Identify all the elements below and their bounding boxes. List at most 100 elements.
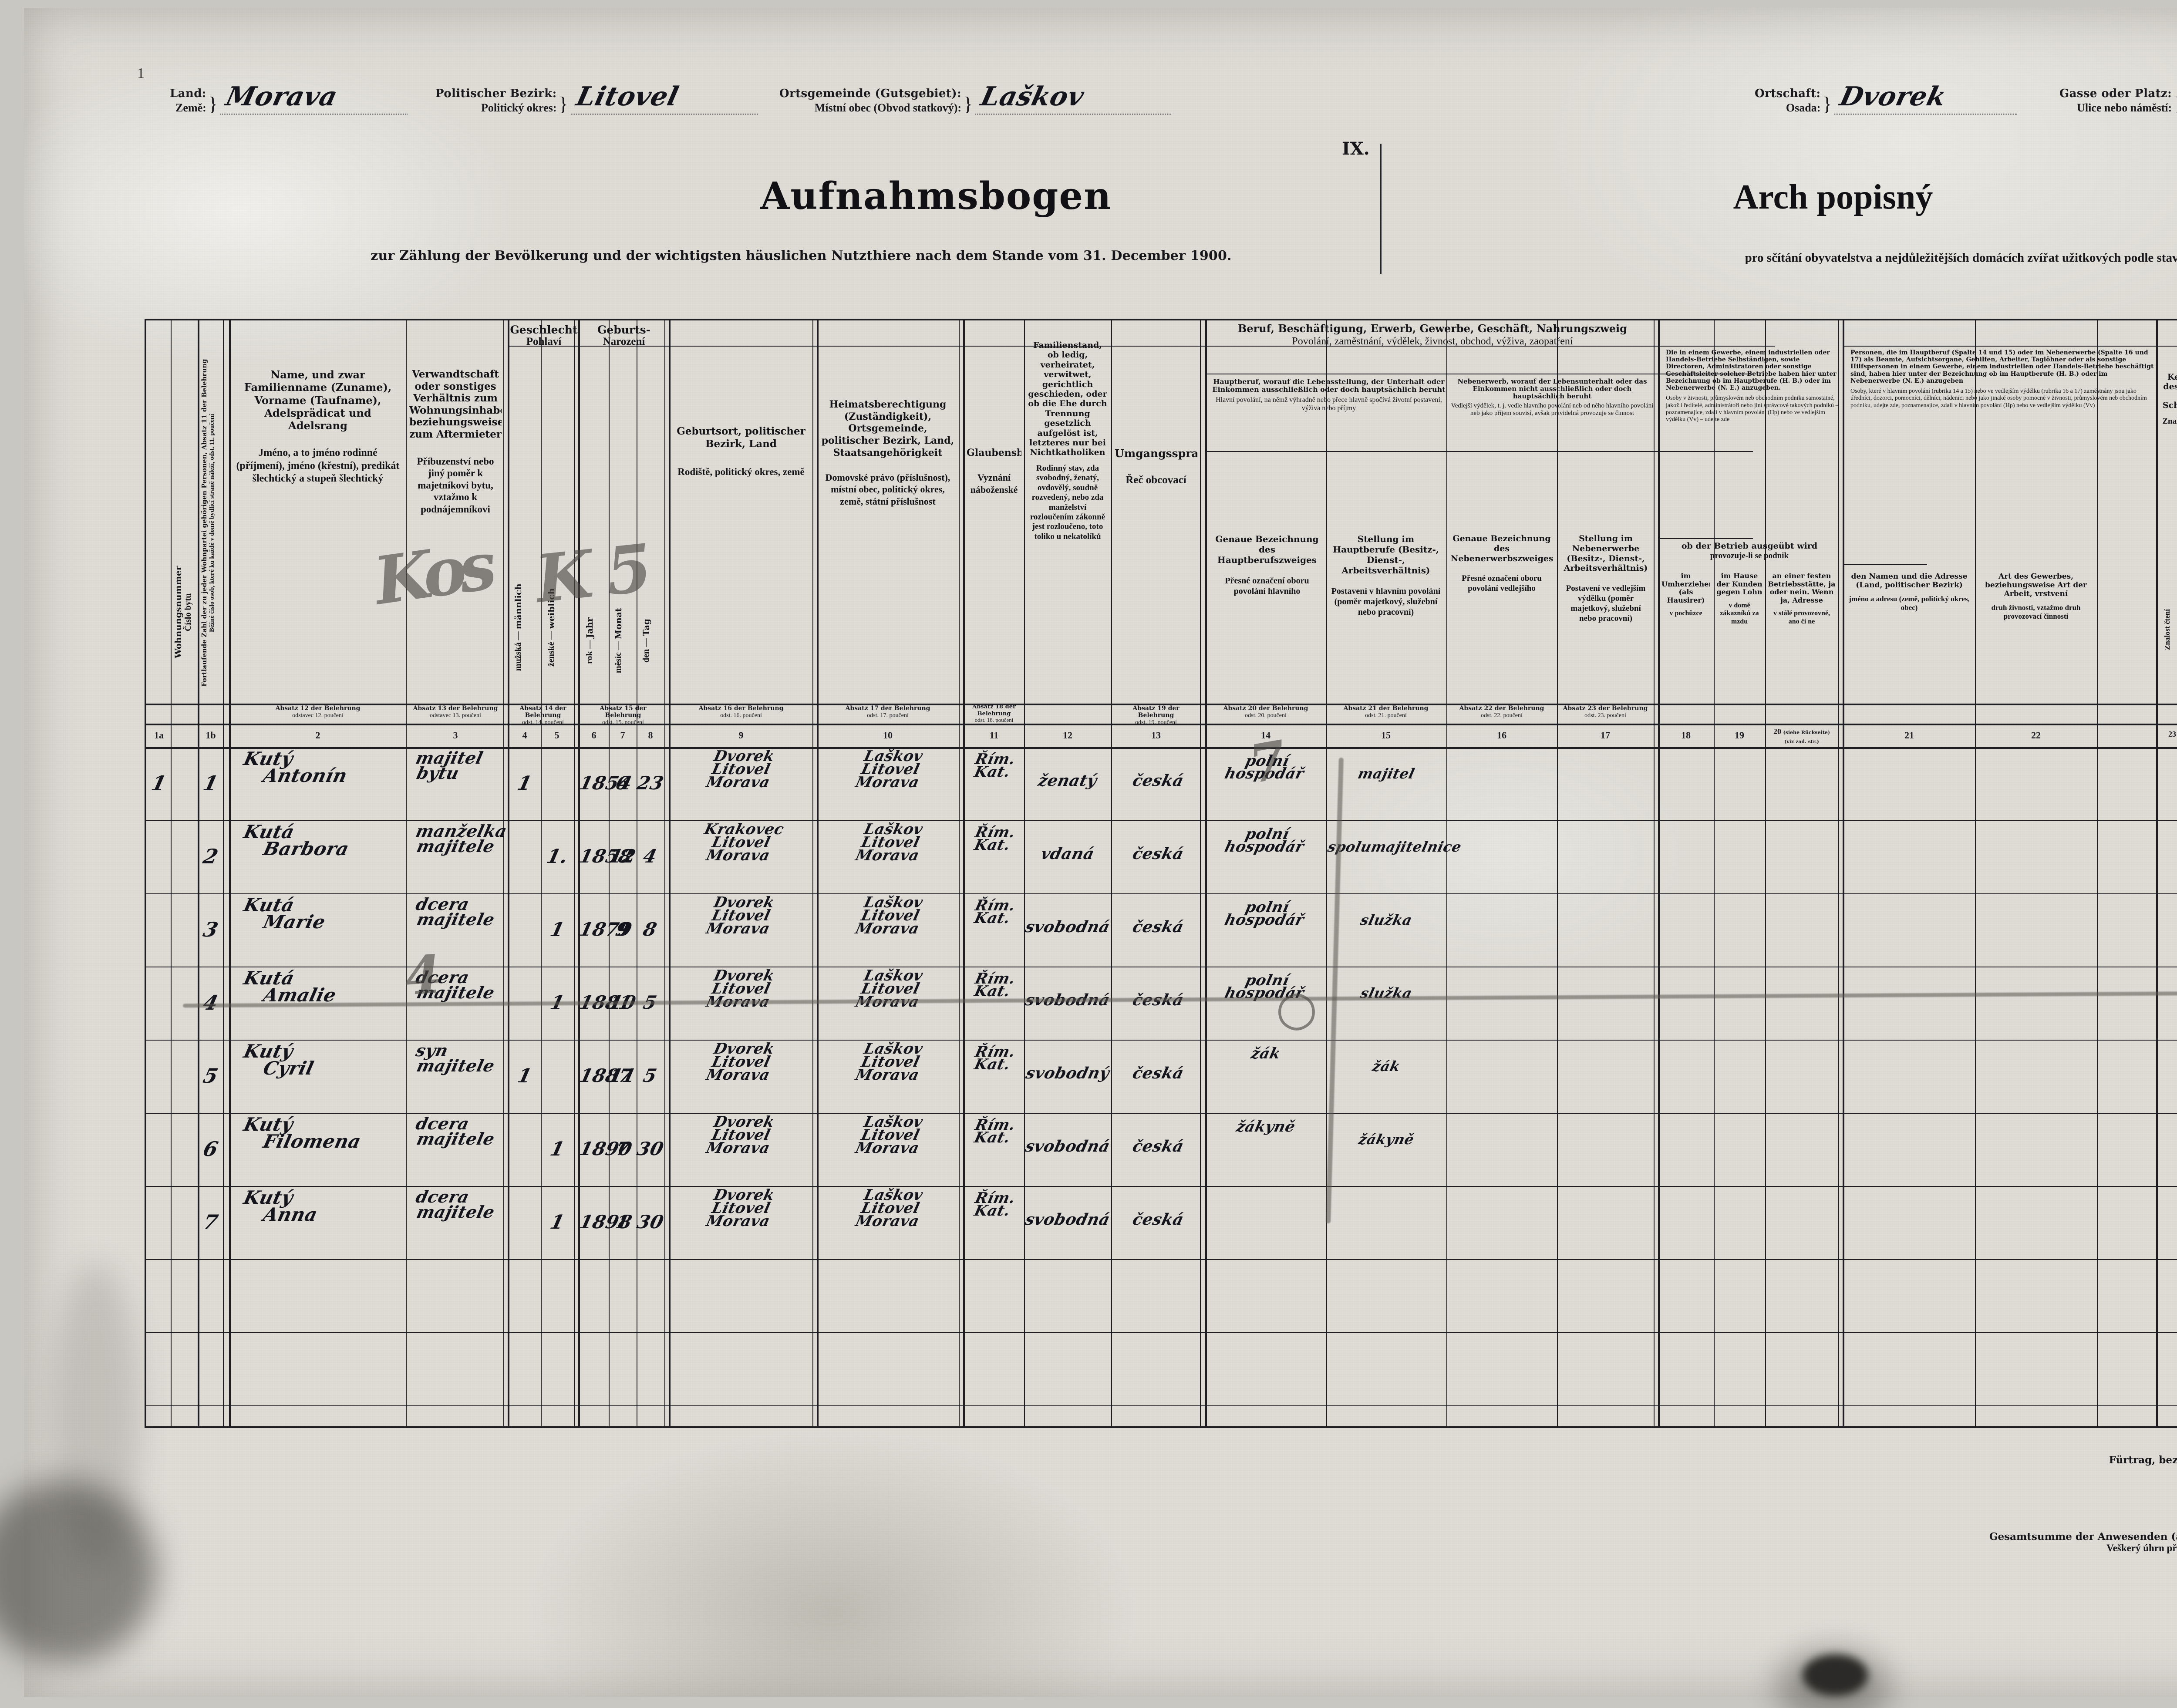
- col-header-10: Heimatsberechtigung (Zuständigkeit), Ort…: [821, 399, 954, 507]
- cell-birth-day: 8: [641, 919, 659, 940]
- cell-laufende-zahl: 6: [201, 1137, 221, 1161]
- cell-female: 1: [548, 1211, 567, 1233]
- colnum-23: 23: [2168, 730, 2176, 738]
- colnum-5: 5: [554, 730, 559, 741]
- group-header-geschlecht: Geschlecht Pohlaví: [510, 324, 578, 347]
- col-header-13: Umgangssprache Řeč obcovací: [1115, 447, 1197, 486]
- cell-birth-day: 23: [635, 772, 666, 794]
- ref-col-2: Absatz 12 der Belehrung odstavec 12. pouč…: [275, 705, 361, 719]
- cell-laufende-zahl: 7: [201, 1210, 221, 1234]
- colnum-9: 9: [738, 730, 744, 741]
- label-land-de: Land:: [170, 87, 206, 100]
- col-header-16: Genaue Bezeichnung des Nebenerwerbszweig…: [1451, 534, 1553, 593]
- cell-language: česká: [1131, 1210, 1186, 1229]
- cell-relation-2: majitele: [415, 983, 497, 1003]
- col-header-4: mužská — männlich: [513, 583, 523, 671]
- summary-total-label: Gesamtsumme der Anwesenden (aus Spalte 2…: [1989, 1531, 2177, 1553]
- col-header-9: Geburtsort, politischer Bezirk, Land Rod…: [677, 425, 805, 477]
- cell-male: 1: [515, 772, 534, 795]
- cell-laufende-zahl: 4: [201, 991, 221, 1014]
- cell-birth-month: 9: [613, 919, 632, 940]
- cell-occupation-1: hospodář: [1223, 838, 1306, 856]
- col-header-15: Stellung im Hauptberufe (Besitz-, Dienst…: [1331, 534, 1441, 617]
- label-ortschaft-de: Ortschaft:: [1755, 87, 1821, 100]
- value-ortschaft: Dvorek: [1837, 81, 1949, 112]
- cell-relation-2: majitele: [415, 1202, 497, 1222]
- label-gasse-de: Gasse oder Platz:: [2059, 87, 2172, 100]
- colnum-17: 17: [1601, 730, 1610, 741]
- header-field-bezirk: Politischer Bezirk: Politický okres: } L…: [435, 81, 758, 115]
- col-header-23: Znalost čtení: [2163, 609, 2171, 650]
- cell-position: služka: [1358, 912, 1414, 928]
- paper-smudge: [52, 1263, 139, 1567]
- cell-marital: vdaná: [1039, 845, 1096, 863]
- cell-birthplace-2: Morava: [704, 774, 772, 792]
- cell-language: česká: [1131, 1137, 1186, 1156]
- group-header-gewerbe: Die in einem Gewerbe, einem industrielle…: [1666, 349, 1839, 423]
- cell-position: žák: [1371, 1058, 1402, 1075]
- subtitle-german: zur Zählung der Bevölkerung und der wich…: [371, 248, 1232, 263]
- cell-birth-day: 30: [635, 1211, 666, 1233]
- census-table: Geschlecht Pohlaví Geburts- Narození Ber…: [145, 319, 2177, 1428]
- title-divider: [1380, 144, 1382, 274]
- cell-language: česká: [1131, 918, 1186, 936]
- cell-relation-2: bytu: [415, 763, 461, 783]
- colnum-10: 10: [883, 730, 893, 741]
- cell-occupation-1: hospodář: [1223, 765, 1306, 783]
- ref-col-6: Absatz 15 der Belehrung odst. 15. poučení: [600, 705, 647, 726]
- cell-marital: svobodná: [1023, 918, 1112, 936]
- ink-blot: [1803, 1654, 1868, 1696]
- cell-language: česká: [1131, 845, 1186, 863]
- cell-birthplace-2: Morava: [704, 847, 772, 865]
- header-field-land: Land: Země: } Morava: [170, 81, 408, 115]
- input-ortschaft[interactable]: Dvorek: [1834, 81, 2018, 115]
- colnum-1b: 1b: [206, 730, 216, 741]
- colnum-2: 2: [315, 730, 320, 741]
- label-ortschaft-cz: Osada:: [1786, 101, 1821, 114]
- cell-homeright-2: Morava: [853, 1213, 921, 1230]
- col-header-7: měsíc — Monat: [613, 608, 623, 673]
- cell-homeright-2: Morava: [853, 1139, 921, 1157]
- cell-religion-1: Kat.: [972, 910, 1012, 927]
- cell-laufende-zahl: 1: [201, 771, 221, 795]
- input-gemeinde[interactable]: Laškov: [975, 81, 1172, 115]
- ref-col-14: Absatz 20 der Belehrung odst. 20. poučení: [1223, 705, 1308, 719]
- ref-col-17: Absatz 23 der Belehrung odst. 23. poučení: [1563, 705, 1648, 719]
- col-header-19: im Hause der Kunden gegen Lohn v domě zá…: [1716, 572, 1762, 625]
- colnum-4: 4: [522, 730, 527, 741]
- cell-marital: svobodná: [1023, 1210, 1112, 1229]
- col-header-12: Familienstand, ob ledig, verheiratet, ve…: [1028, 340, 1107, 541]
- label-bezirk-de: Politischer Bezirk:: [435, 87, 557, 100]
- cell-birth-month: 12: [607, 846, 638, 867]
- col-header-1a: Wohnungsnummer Číslo bytu: [173, 566, 193, 659]
- colnum-20: 20 (siehe Rückseite) (viz zad. str.): [1773, 727, 1830, 745]
- cell-relation-2: majitele: [415, 836, 497, 856]
- ref-col-11: Absatz 18 der Belehrung odst. 18. poučení: [972, 704, 1016, 724]
- ref-col-9: Absatz 16 der Belehrung odst. 16. poučení: [698, 705, 784, 719]
- group-header-geburt: Geburts- Narození: [597, 324, 651, 347]
- label-gemeinde-de: Ortsgemeinde (Gutsgebiet):: [779, 87, 962, 100]
- col-header-14: Genaue Bezeichnung des Hauptberufszweige…: [1215, 534, 1319, 596]
- colnum-14: 14: [1261, 730, 1270, 741]
- cell-wohnungsnummer: 1: [149, 771, 169, 795]
- input-bezirk[interactable]: Litovel: [570, 81, 758, 115]
- cell-position: spolumajitelnice: [1326, 839, 1463, 855]
- colnum-19: 19: [1735, 730, 1744, 741]
- colnum-21: 21: [1904, 730, 1914, 741]
- col-header-17: Stellung im Nebenerwerbe (Besitz-, Diens…: [1564, 534, 1648, 623]
- cell-religion-1: Kat.: [972, 836, 1012, 854]
- cell-occupation-1: hospodář: [1223, 911, 1306, 929]
- cell-birth-month: 7: [613, 1138, 632, 1159]
- group-header-personen: Personen, die im Hauptberuf (Spalte 14 u…: [1850, 349, 2154, 409]
- cell-religion-1: Kat.: [972, 983, 1012, 1001]
- cell-female: 1.: [544, 846, 570, 868]
- summary-subtotal-label: Fürtrag, beziehungsweise Summe Snůška, v…: [2109, 1454, 2177, 1466]
- cell-homeright-2: Morava: [853, 1066, 921, 1084]
- cell-occupation-0: žákyně: [1234, 1118, 1297, 1135]
- input-land[interactable]: Morava: [220, 81, 408, 115]
- group-header-hauptberuf: Hauptberuf, worauf die Lebensstellung, d…: [1212, 378, 1446, 412]
- col-header-6: rok — Jahr: [584, 617, 595, 664]
- cell-birth-day: 30: [635, 1138, 666, 1159]
- cell-marital: ženatý: [1036, 771, 1099, 790]
- header-field-ortschaft: Ortschaft: Osada: } Dvorek: [1755, 81, 2018, 115]
